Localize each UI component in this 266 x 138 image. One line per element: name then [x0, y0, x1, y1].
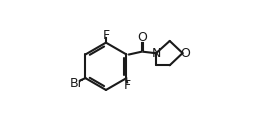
Text: O: O: [138, 31, 148, 44]
Text: N: N: [152, 47, 161, 60]
Text: Br: Br: [70, 77, 84, 90]
Text: F: F: [102, 29, 110, 42]
Text: F: F: [124, 79, 131, 92]
Text: O: O: [180, 47, 190, 60]
